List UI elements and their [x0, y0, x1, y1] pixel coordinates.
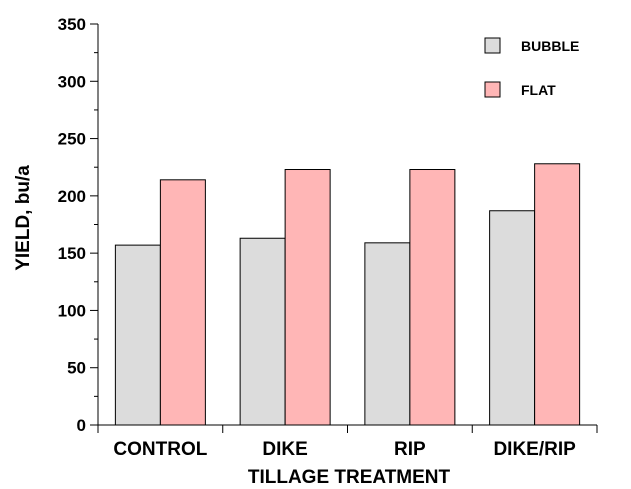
bar-flat-rip: [409, 169, 456, 426]
bar-flat-control: [159, 179, 206, 426]
x-axis-title: TILLAGE TREATMENT: [248, 467, 451, 488]
y-tick-label: 100: [58, 301, 86, 320]
x-tick-label: DIKE: [262, 439, 307, 460]
y-tick-label: 150: [58, 244, 86, 263]
y-tick-label: 350: [58, 15, 86, 34]
y-tick-label: 50: [67, 359, 86, 378]
legend-label-bubble: BUBBLE: [521, 38, 579, 54]
plot-area: 0 50 100 150 200 250 300 350 CONTROL DIKE RIP DIKE/…: [58, 15, 598, 460]
y-tick-label: 300: [58, 72, 86, 91]
x-tick-label: RIP: [394, 439, 426, 460]
y-tick-label: 200: [58, 187, 86, 206]
bar-bubble-dike-rip: [489, 210, 536, 426]
legend-label-flat: FLAT: [521, 82, 556, 98]
bar-flat-dike: [284, 169, 331, 426]
bar-bubble-dike: [239, 237, 286, 426]
y-axis-title: YIELD, bu/a: [13, 165, 34, 271]
x-tick-label: CONTROL: [113, 439, 207, 460]
bar-bubble-rip: [364, 242, 411, 426]
y-tick-label: 250: [58, 130, 86, 149]
y-tick-label: 0: [77, 416, 86, 435]
bar-bubble-control: [114, 244, 161, 426]
x-tick-label: DIKE/RIP: [493, 439, 576, 460]
bar-flat-dike-rip: [534, 163, 581, 426]
legend-swatch-flat: [484, 81, 501, 98]
legend-swatch-bubble: [484, 37, 501, 54]
